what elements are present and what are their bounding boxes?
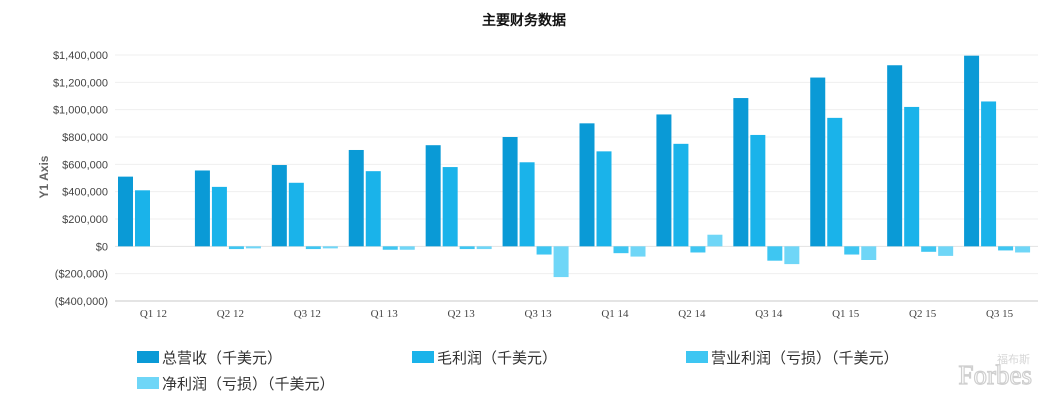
bar: [211, 186, 227, 247]
bar: [613, 246, 629, 254]
x-tick-label: Q2 13: [448, 308, 476, 320]
bar: [322, 246, 338, 249]
bar: [365, 171, 381, 247]
bar: [118, 176, 133, 247]
legend-swatch: [137, 351, 159, 363]
bar: [1015, 246, 1031, 253]
y-tick-label: ($400,000): [55, 296, 108, 308]
bar: [938, 246, 954, 256]
bar: [502, 137, 518, 247]
legend-swatch: [686, 351, 708, 363]
bar: [228, 246, 244, 250]
bar: [964, 55, 980, 247]
legend-label: 总营收（千美元）: [162, 349, 282, 367]
x-tick-label: Q1 15: [832, 308, 860, 320]
x-tick-label: Q1 12: [140, 308, 167, 320]
y-tick-label: $0: [96, 241, 108, 253]
bar: [750, 134, 766, 247]
x-tick-label: Q3 12: [294, 308, 321, 320]
legend-label: 净利润（亏损）（千美元）: [162, 375, 335, 393]
x-axis-ticks: Q1 12 Q2 12 Q3 12 Q1 13 Q2 13 Q3 13 Q1 14 Q2 14…: [140, 308, 1014, 320]
bar: [519, 162, 535, 247]
y-tick-label: ($200,000): [55, 269, 108, 281]
bar: [271, 165, 287, 247]
bar: [921, 246, 937, 252]
y-tick-label: $200,000: [62, 214, 108, 226]
y-tick-label: $1,000,000: [53, 105, 108, 117]
bar: [135, 190, 150, 247]
bar: [536, 246, 552, 255]
legend-label: 营业利润（亏损）（千美元）: [711, 349, 899, 367]
bar: [382, 246, 398, 250]
bar: [861, 246, 877, 260]
bar: [810, 77, 826, 247]
bar: [981, 101, 997, 247]
x-tick-label: Q2 12: [217, 308, 244, 320]
bar: [707, 234, 723, 247]
bar: [459, 246, 475, 250]
bar: [998, 246, 1014, 251]
bar: [442, 167, 458, 247]
watermark-en: Forbes: [959, 360, 1033, 390]
bar: [194, 170, 210, 247]
bar: [630, 246, 646, 257]
bar: [784, 246, 800, 265]
y-axis-ticks: ($400,000) ($200,000) $0 $200,000 $400,000 $6…: [53, 50, 108, 308]
x-tick-label: Q3 15: [986, 308, 1014, 320]
y-tick-label: $600,000: [62, 159, 108, 171]
y-tick-label: $800,000: [62, 132, 108, 144]
bar: [596, 151, 612, 247]
bar: [827, 117, 843, 247]
bar: [844, 246, 860, 255]
x-tick-label: Q3 14: [755, 308, 783, 320]
bar: [305, 246, 321, 250]
bar: [553, 246, 569, 278]
gridlines: [115, 54, 1038, 275]
bar: [399, 246, 415, 250]
bar: [656, 114, 672, 247]
bar: [579, 123, 595, 247]
bar: [348, 149, 364, 247]
bar: [887, 65, 903, 247]
bar: [690, 246, 706, 253]
legend: 总营收（千美元） 毛利润（千美元） 营业利润（亏损）（千美元） 净利润（亏损）（千美元…: [137, 349, 899, 393]
legend-swatch: [137, 377, 159, 389]
x-tick-label: Q1 14: [601, 308, 629, 320]
bar: [904, 106, 920, 247]
x-tick-label: Q2 15: [909, 308, 937, 320]
legend-label: 毛利润（千美元）: [437, 349, 557, 367]
bar: [767, 246, 783, 261]
x-tick-label: Q2 14: [678, 308, 706, 320]
y-tick-label: $1,400,000: [53, 50, 108, 62]
bar: [673, 143, 689, 247]
bar: [476, 246, 492, 250]
y-axis-label: Y1 Axis: [37, 155, 51, 198]
y-tick-label: $1,200,000: [53, 77, 108, 89]
bar: [425, 145, 441, 247]
bars: [118, 55, 1031, 278]
legend-swatch: [412, 351, 434, 363]
bar: [288, 182, 304, 247]
chart-title: 主要财务数据: [482, 12, 566, 29]
bar: [733, 98, 749, 247]
watermark: 福布斯 Forbes: [958, 352, 1033, 391]
x-tick-label: Q3 13: [524, 308, 552, 320]
y-tick-label: $400,000: [62, 187, 108, 199]
x-tick-label: Q1 13: [371, 308, 399, 320]
watermark-cn: 福布斯: [997, 352, 1030, 366]
bar: [245, 246, 261, 249]
